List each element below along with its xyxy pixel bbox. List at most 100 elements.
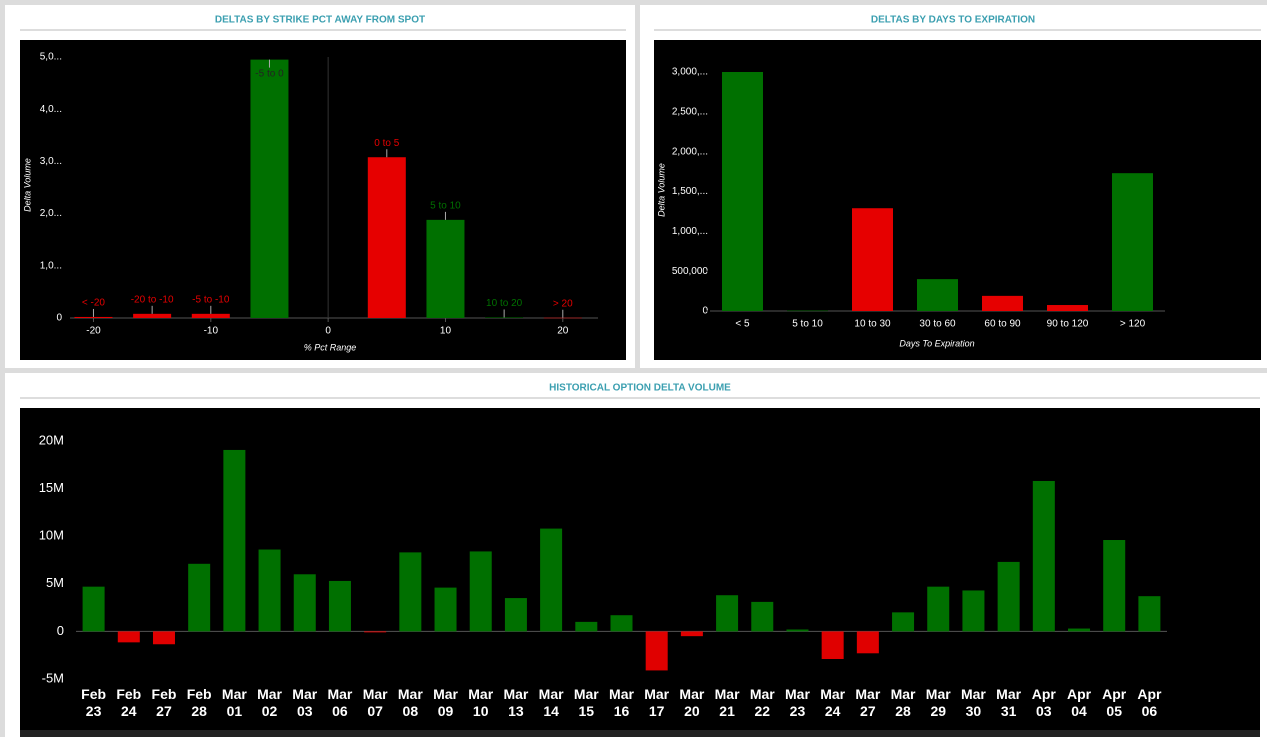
bar bbox=[250, 59, 289, 319]
bar bbox=[364, 631, 387, 633]
x-tick-label: Mar 03 bbox=[292, 686, 318, 719]
y-axis-label: Delta Volume bbox=[656, 163, 666, 217]
bar-label: -5 to -10 bbox=[192, 294, 230, 305]
x-tick-label: Feb 27 bbox=[151, 686, 177, 719]
x-tick-label: Mar 07 bbox=[362, 686, 388, 719]
y-tick-label: 0 bbox=[56, 313, 62, 324]
bar bbox=[399, 552, 422, 632]
bar bbox=[680, 631, 703, 637]
x-tick-label: Mar 01 bbox=[221, 686, 247, 719]
bar bbox=[927, 586, 950, 632]
x-tick-label: Mar 13 bbox=[503, 686, 529, 719]
bar bbox=[74, 316, 113, 318]
bar bbox=[543, 317, 582, 319]
bar-label: 0 to 5 bbox=[374, 138, 399, 149]
x-tick-label: Mar 16 bbox=[609, 686, 634, 719]
bar bbox=[892, 612, 915, 632]
chart-title: DELTAS BY STRIKE PCT AWAY FROM SPOT bbox=[215, 15, 425, 26]
x-tick-label: Mar 08 bbox=[397, 686, 423, 719]
bar bbox=[367, 157, 406, 318]
x-tick-label: 5 to 10 bbox=[792, 319, 823, 330]
bar bbox=[1047, 305, 1088, 311]
x-tick-label: Mar 02 bbox=[257, 686, 283, 719]
bar-label: -5 to 0 bbox=[255, 68, 284, 79]
bar bbox=[917, 279, 958, 311]
footer-strip bbox=[20, 730, 1260, 737]
bar bbox=[188, 563, 211, 632]
y-tick-label: 1,500,... bbox=[672, 186, 708, 197]
bar bbox=[191, 313, 230, 318]
bar bbox=[434, 587, 457, 632]
bar-label: 10 to 20 bbox=[486, 298, 523, 309]
bar bbox=[152, 631, 175, 645]
bar bbox=[540, 528, 563, 632]
y-tick-label: 0 bbox=[57, 623, 64, 638]
x-tick-label: Mar 06 bbox=[327, 686, 353, 719]
y-tick-label: 1,000,... bbox=[672, 226, 708, 237]
bar bbox=[1112, 173, 1153, 311]
bar bbox=[982, 295, 1023, 311]
bar bbox=[997, 561, 1020, 632]
bar bbox=[258, 549, 281, 632]
bar bbox=[821, 631, 844, 660]
y-tick-label: 3,0... bbox=[40, 156, 62, 167]
y-tick-label: 4,0... bbox=[40, 104, 62, 115]
y-tick-label: 0 bbox=[702, 306, 708, 317]
bar bbox=[469, 551, 492, 632]
chart-title: HISTORICAL OPTION DELTA VOLUME bbox=[549, 383, 731, 394]
bar bbox=[716, 595, 739, 632]
bar bbox=[575, 621, 598, 632]
y-tick-label: 500,000 bbox=[672, 266, 709, 277]
x-tick-label: 10 to 30 bbox=[854, 319, 891, 330]
x-tick-label: Mar 20 bbox=[679, 686, 705, 719]
x-tick-label: Feb 23 bbox=[81, 686, 107, 719]
bar-label: 5 to 10 bbox=[430, 201, 461, 212]
x-tick-label: Mar 21 bbox=[714, 686, 740, 719]
x-tick-label: Mar 27 bbox=[855, 686, 881, 719]
bar bbox=[133, 313, 172, 318]
y-tick-label: 2,500,... bbox=[672, 106, 708, 117]
x-tick-label: Mar 22 bbox=[749, 686, 775, 719]
y-tick-label: 2,0... bbox=[40, 208, 62, 219]
x-tick-label: Apr 05 bbox=[1102, 686, 1127, 719]
bar bbox=[1103, 540, 1126, 632]
y-tick-label: 2,000,... bbox=[672, 146, 708, 157]
x-tick-label: Mar 24 bbox=[820, 686, 846, 719]
bar bbox=[722, 72, 763, 311]
y-tick-label: 5,0... bbox=[40, 52, 62, 63]
x-tick-label: Apr 04 bbox=[1066, 686, 1092, 719]
bar bbox=[787, 310, 828, 312]
x-tick-label: Feb 28 bbox=[186, 686, 212, 719]
x-tick-label: > 120 bbox=[1120, 319, 1146, 330]
x-tick-label: 90 to 120 bbox=[1047, 319, 1089, 330]
bar-label: > 20 bbox=[553, 298, 573, 309]
bar bbox=[293, 574, 316, 632]
x-tick-label: Mar 10 bbox=[468, 686, 494, 719]
bar bbox=[786, 629, 809, 632]
x-tick-label: Feb 24 bbox=[116, 686, 142, 719]
x-tick-label: 0 bbox=[325, 326, 331, 337]
y-tick-label: 3,000,... bbox=[672, 67, 708, 78]
bar bbox=[610, 615, 633, 632]
chart-title: DELTAS BY DAYS TO EXPIRATION bbox=[871, 15, 1035, 26]
x-tick-label: Mar 28 bbox=[890, 686, 916, 719]
bar bbox=[485, 317, 524, 318]
x-tick-label: -10 bbox=[204, 326, 219, 337]
bar bbox=[328, 580, 351, 632]
bar bbox=[856, 631, 879, 654]
x-tick-label: Mar 31 bbox=[996, 686, 1022, 719]
x-tick-label: Mar 14 bbox=[538, 686, 564, 719]
bar bbox=[1138, 596, 1161, 632]
bar bbox=[751, 601, 774, 632]
bar bbox=[852, 208, 893, 311]
bar-label: -20 to -10 bbox=[131, 294, 174, 305]
bar bbox=[117, 631, 140, 643]
bar-label: < -20 bbox=[82, 298, 106, 309]
x-tick-label: Apr 03 bbox=[1031, 686, 1056, 719]
x-tick-label: 60 to 90 bbox=[984, 319, 1021, 330]
x-tick-label: Mar 29 bbox=[925, 686, 951, 719]
y-tick-label: -5M bbox=[42, 670, 64, 685]
y-tick-label: 5M bbox=[46, 575, 64, 590]
